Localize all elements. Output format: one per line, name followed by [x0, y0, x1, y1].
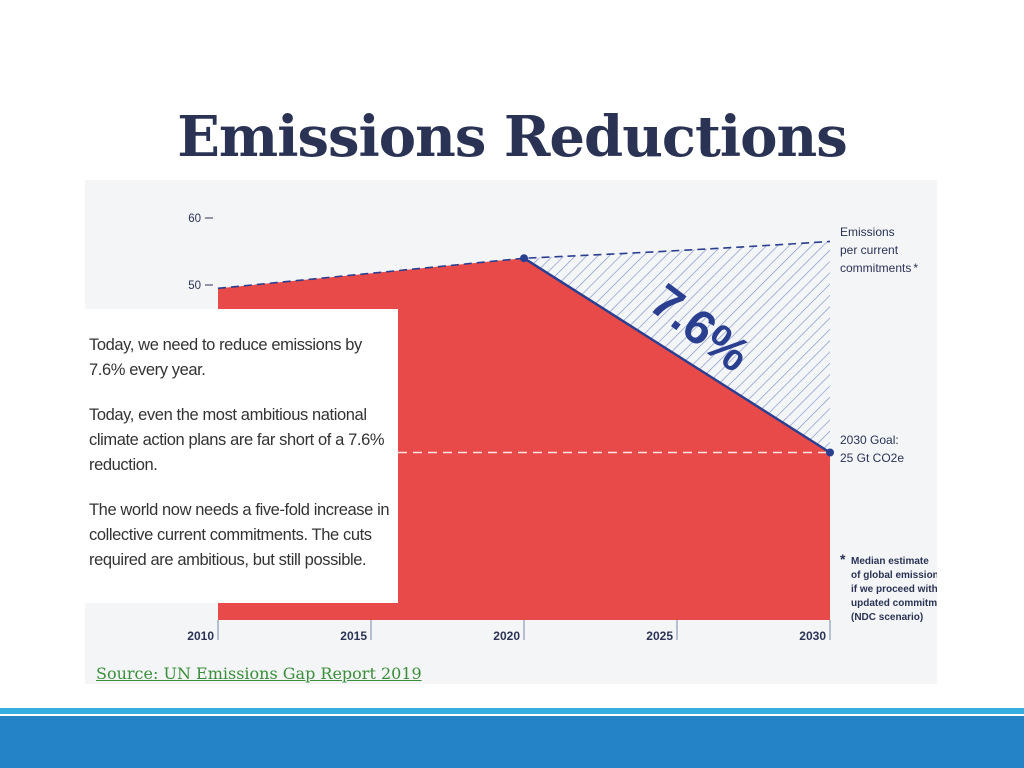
data-point-marker — [826, 448, 834, 457]
x-tick-label: 2030 — [799, 629, 826, 643]
source-link[interactable]: Source: UN Emissions Gap Report 2019 — [96, 664, 422, 683]
footnote-line: Median estimate — [851, 556, 929, 567]
footer-accent-line — [0, 708, 1024, 714]
reduction-line — [523, 257, 831, 454]
commitments-label-line: commitments * — [840, 261, 918, 275]
data-point-marker — [520, 254, 528, 263]
callout-paragraph-3: The world now needs a five-fold increase… — [89, 501, 390, 569]
footnote-line: (NDC scenario) — [851, 612, 923, 623]
footnote-line: of global emissions — [851, 570, 937, 581]
commitments-asterisk: * — [913, 261, 918, 275]
y-tick-label: 60 — [188, 213, 201, 225]
footnote-asterisk: * — [840, 551, 846, 567]
slide-title: Emissions Reductions — [177, 104, 848, 170]
callout-paragraph-2: Today, even the most ambitious national … — [89, 406, 385, 474]
x-tick-label: 2010 — [187, 629, 214, 643]
commitments-label-line: per current — [840, 243, 899, 257]
commitments-gap-hatch — [524, 241, 830, 453]
callout-paragraph-1: Today, we need to reduce emissions by 7.… — [89, 336, 362, 379]
footer-bar — [0, 716, 1024, 768]
x-tick-label: 2025 — [646, 629, 673, 643]
x-tick-label: 2020 — [493, 629, 520, 643]
commitments-label-line: Emissions — [840, 225, 895, 239]
goal-label-line: 2030 Goal: — [840, 433, 899, 447]
footnote-line: updated commitments — [851, 598, 937, 609]
callout-box: Today, we need to reduce emissions by 7.… — [85, 309, 398, 603]
footnote-line: if we proceed without — [851, 584, 937, 595]
goal-label-line: 25 Gt CO2e — [840, 451, 904, 465]
x-tick-label: 2015 — [340, 629, 367, 643]
y-tick-label: 50 — [188, 280, 201, 292]
